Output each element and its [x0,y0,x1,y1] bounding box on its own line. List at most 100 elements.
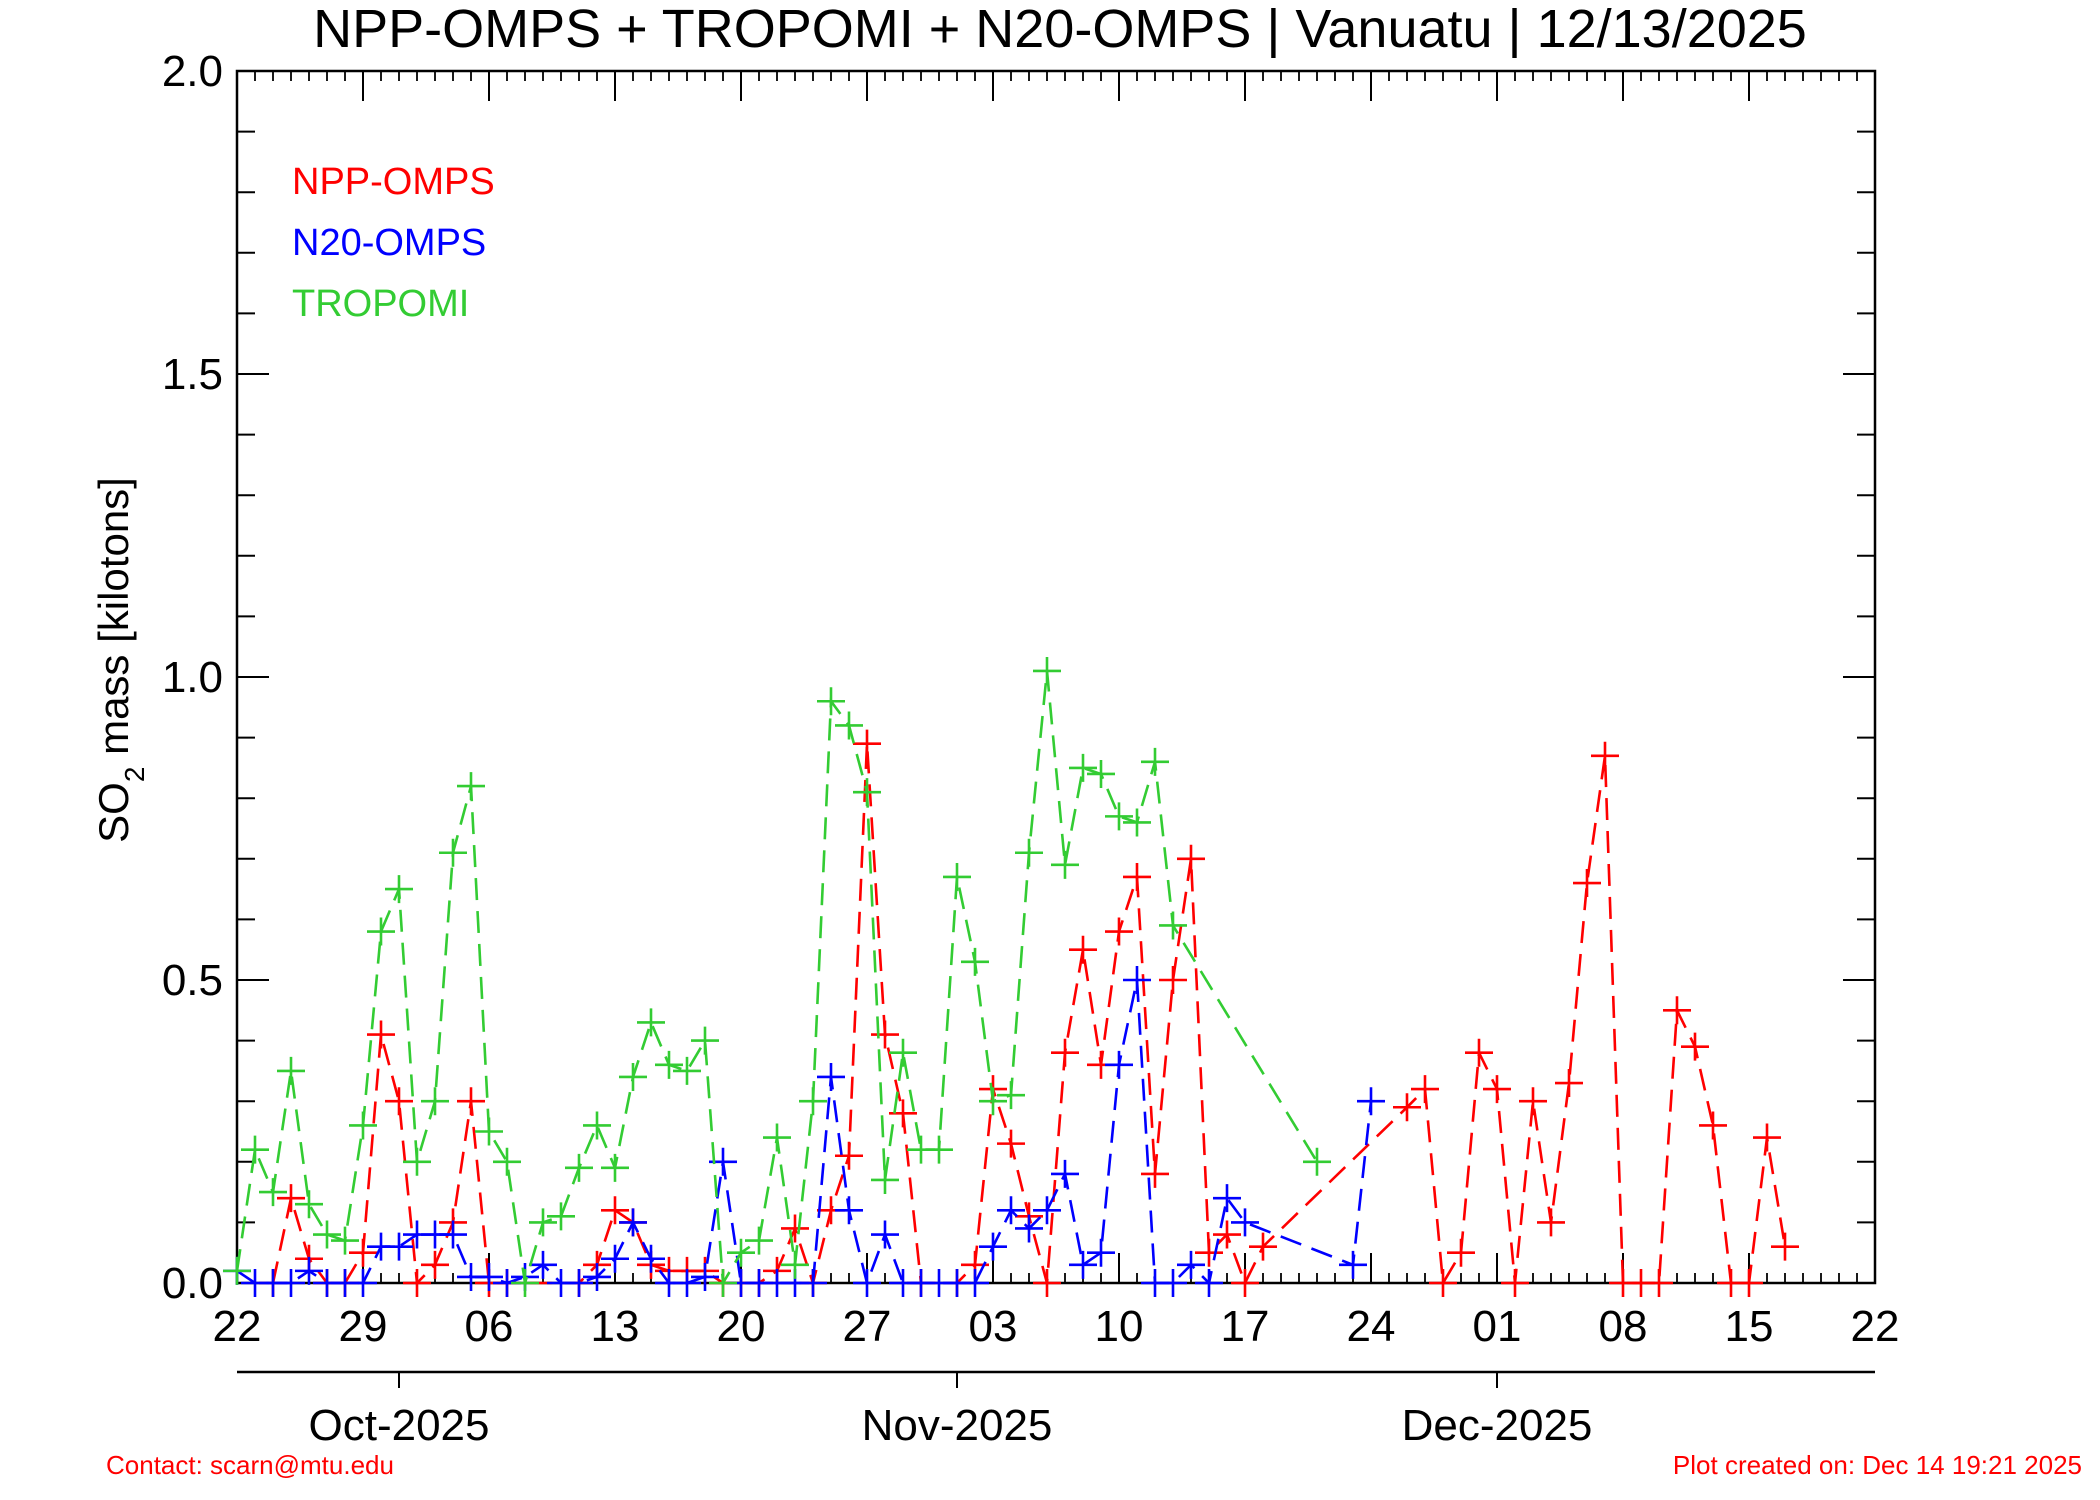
data-point-marker [1159,1269,1187,1297]
data-point-marker [349,1269,377,1297]
data-point-marker [1159,911,1187,940]
data-point-marker [349,1111,377,1140]
data-point-marker [637,1008,665,1037]
data-point-marker [691,1026,719,1055]
data-point-marker [277,1056,305,1085]
data-point-marker [1159,966,1187,994]
month-label: Oct-2025 [309,1401,490,1450]
legend-npp-omps: NPP-OMPS [292,161,495,203]
x-tick-label: 01 [1473,1302,1522,1351]
series-line [271,743,1787,1288]
y-tick-label: 2.0 [162,47,223,96]
data-point-marker [943,862,971,891]
data-point-marker [331,1226,359,1255]
data-point-marker [799,1087,827,1116]
data-point-marker [817,1062,845,1091]
data-point-marker [241,1135,269,1164]
data-point-marker [1015,1214,1043,1243]
data-point-marker [889,1038,917,1067]
data-point-marker [1519,1087,1547,1116]
data-point-marker [1051,1038,1079,1067]
data-point-marker [313,1220,341,1249]
data-point-marker [961,1269,989,1297]
series-n20-omps [223,966,1385,1297]
data-point-marker [1051,850,1079,879]
data-point-marker [1591,741,1619,770]
data-point-marker [1771,1232,1799,1261]
x-tick-label: 15 [1725,1302,1774,1351]
data-point-marker [547,1202,575,1231]
series-tropomi [223,656,1331,1297]
data-point-marker [709,1269,737,1297]
data-point-marker [1123,966,1151,994]
data-point-marker [1195,1238,1223,1267]
data-point-marker [1537,1208,1565,1237]
data-point-marker [727,1238,755,1267]
data-point-marker [223,1256,251,1285]
data-point-marker [1087,1238,1115,1267]
data-point-marker [1123,808,1151,837]
data-point-marker [493,1147,521,1176]
data-point-marker [295,1190,323,1219]
data-point-marker [1015,838,1043,867]
data-point-marker [1393,1093,1421,1122]
data-point-marker [1033,1269,1061,1297]
data-point-marker [745,1226,773,1255]
legend: NPP-OMPS N20-OMPS TROPOMI [292,161,495,325]
data-point-marker [763,1123,791,1152]
legend-n20-omps: N20-OMPS [292,222,486,264]
y-axis-label-subscript: 2 [119,767,150,783]
y-tick-label: 1.5 [162,350,223,399]
data-point-marker [385,875,413,904]
x-tick-label: 27 [843,1302,892,1351]
data-point-marker [637,1244,665,1273]
x-tick-label: 06 [465,1302,514,1351]
data-point-marker [403,1147,431,1176]
y-tick-label: 0.0 [162,1259,223,1308]
y-axis-ticks: 0.0 0.5 1.0 1.5 2.0 [162,47,1875,1308]
y-tick-label: 1.0 [162,653,223,702]
data-point-marker [457,1087,485,1116]
y-axis-label-rest: mass [kilotons] [90,477,137,766]
data-point-marker [1141,747,1169,776]
data-point-marker [1033,1196,1061,1225]
data-point-marker [1339,1250,1367,1279]
data-point-marker [421,1250,449,1279]
data-point-marker [1141,1159,1169,1188]
data-point-marker [583,1111,611,1140]
data-point-marker [979,1232,1007,1261]
month-label: Nov-2025 [862,1401,1053,1450]
data-point-marker [853,778,881,807]
series-line [235,670,1319,1288]
data-point-marker [979,1087,1007,1116]
data-point-marker [1069,1250,1097,1279]
data-point-marker [1573,869,1601,898]
data-point-marker [871,1165,899,1194]
series-npp-omps [259,729,1799,1297]
month-label: Dec-2025 [1402,1401,1593,1450]
data-point-marker [691,1262,719,1291]
series-layer [223,656,1799,1297]
x-tick-label: 22 [213,1302,262,1351]
data-point-marker [583,1262,611,1291]
data-point-marker [853,1269,881,1297]
x-tick-label: 20 [717,1302,766,1351]
data-point-marker [1105,917,1133,946]
data-point-marker [1213,1220,1241,1249]
data-point-marker [1249,1232,1277,1261]
data-point-marker [1447,1238,1475,1267]
data-point-marker [277,1184,305,1213]
data-point-marker [619,1062,647,1091]
data-point-marker [1231,1208,1259,1237]
data-point-marker [997,1081,1025,1110]
data-point-marker [1213,1184,1241,1213]
data-point-marker [1411,1075,1439,1104]
data-point-marker [997,1196,1025,1225]
x-axis-ticks: 22 29 06 13 20 27 03 10 17 24 01 08 15 22 [213,71,1899,1351]
data-point-marker [781,1214,809,1243]
x-tick-label: 13 [591,1302,640,1351]
data-point-marker [835,1196,863,1225]
data-point-marker [673,1056,701,1085]
data-point-marker [1033,656,1061,685]
